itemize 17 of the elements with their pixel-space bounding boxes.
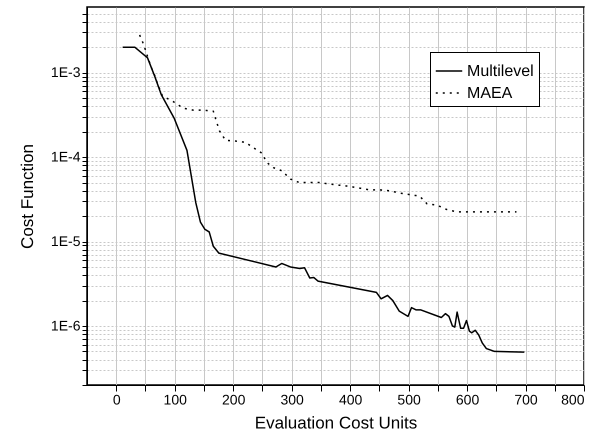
y-axis-title: Cost Function [18,144,37,249]
x-tick-label: 300 [280,392,304,408]
legend-label: MAEA [467,85,513,102]
x-tick-label: 200 [222,392,246,408]
y-tick-label: 1E-3 [50,64,81,80]
y-tick-label: 1E-5 [50,233,81,250]
legend-label: Multilevel [467,63,534,80]
y-tick-label: 1E-4 [50,148,81,165]
x-tick-label: 400 [338,392,363,408]
x-tick-label: 500 [397,392,421,408]
x-tick-label: 800 [561,392,585,408]
x-tick-label: 700 [514,392,538,408]
x-tick-label: 600 [456,392,480,408]
y-tick-label: 1E-6 [50,317,81,334]
x-axis-title: Evaluation Cost Units [254,414,418,432]
x-tick-label: 100 [164,392,188,408]
x-tick-label: 0 [112,392,121,408]
